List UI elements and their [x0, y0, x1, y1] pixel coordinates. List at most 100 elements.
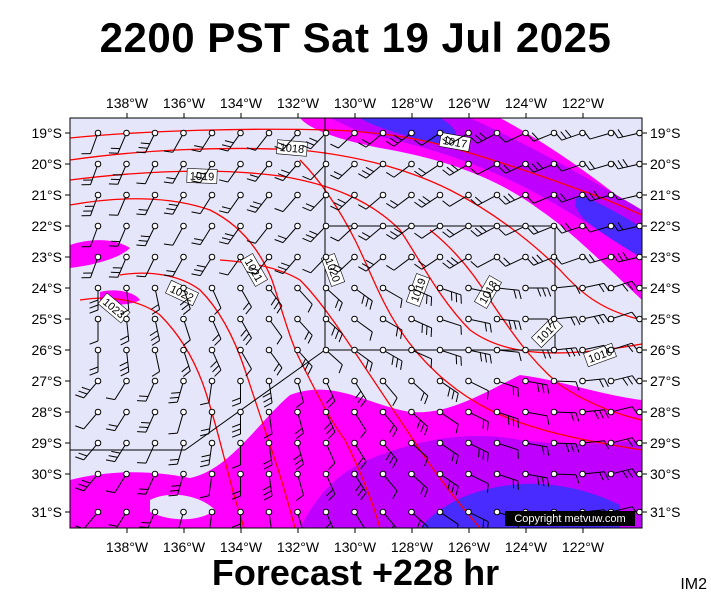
wind-barb [208, 508, 216, 528]
wind-barb [358, 191, 387, 210]
wind-barb [246, 160, 273, 182]
wind-barb [579, 408, 609, 420]
wind-barb [550, 439, 580, 453]
wind-barb [493, 315, 522, 331]
wind-barb [137, 470, 159, 495]
wind-barb [555, 253, 586, 265]
wind-barb [607, 406, 638, 416]
wind-barb [265, 284, 283, 314]
wind-barb [81, 253, 102, 279]
wind-barb [351, 346, 373, 372]
lon-label-bottom: 134°W [220, 539, 263, 555]
wind-barb [178, 508, 187, 528]
lat-label-left: 23°S [31, 249, 62, 265]
wind-barb [208, 346, 222, 377]
wind-barb [89, 346, 102, 376]
wind-barb [208, 315, 222, 346]
lon-label-bottom: 132°W [277, 539, 320, 555]
precip-gap-lavender [150, 494, 215, 520]
wind-barb [219, 191, 244, 214]
wind-barb [550, 346, 581, 358]
copyright-text: Copyright metvuw.com [514, 513, 625, 525]
wind-barb [75, 408, 102, 430]
lon-label-bottom: 136°W [163, 539, 206, 555]
wind-barb [150, 284, 161, 315]
lat-label-left: 29°S [31, 435, 62, 451]
wind-barb [108, 253, 130, 278]
wind-barb [322, 346, 343, 374]
lon-label-bottom: 124°W [505, 539, 548, 555]
wind-barb [498, 191, 529, 205]
wind-barb [75, 508, 102, 528]
wind-barb [386, 160, 415, 178]
wind-barb [607, 280, 638, 292]
wind-barb [294, 284, 313, 313]
wind-barb [442, 160, 472, 176]
wind-barb [137, 377, 159, 402]
wind-barb [231, 439, 244, 469]
wind-barb [522, 408, 550, 425]
wind-barb [136, 253, 159, 278]
wind-barb [108, 160, 130, 185]
wind-barb [274, 222, 301, 244]
lon-label-top: 124°W [505, 95, 548, 111]
wind-barb [493, 346, 522, 362]
wind-barb [294, 315, 313, 344]
wind-barb [75, 439, 102, 461]
wind-barb [636, 315, 642, 323]
wind-barb [358, 129, 387, 148]
lat-label-right: 25°S [650, 311, 681, 327]
wind-barb [408, 346, 433, 368]
lat-label-left: 27°S [31, 373, 62, 389]
wind-barb [200, 470, 216, 499]
wind-barb [75, 377, 102, 399]
axis-ticks: 138°W 138°W 136°W 136°W 134°W 134°W 132°W 132°W… [31, 95, 680, 555]
wind-barb [436, 408, 459, 434]
wind-barb [200, 377, 216, 406]
wind-barb [379, 470, 398, 499]
wind-barb [498, 222, 529, 236]
wind-barb [120, 284, 130, 315]
wind-barb [89, 284, 102, 314]
wind-barb [105, 470, 130, 494]
wind-barb [139, 508, 159, 528]
map-frame [69, 117, 643, 529]
wind-barb [294, 377, 305, 408]
wind-barb [386, 191, 415, 209]
wind-barb [612, 191, 642, 201]
wind-barb [322, 377, 336, 408]
wind-barb [294, 470, 305, 501]
wind-barb [302, 253, 330, 274]
wind-barb [579, 470, 609, 481]
wind-barb [200, 408, 216, 437]
wind-barb [274, 129, 301, 151]
lat-label-right: 27°S [650, 373, 681, 389]
wind-barb [442, 191, 472, 207]
lon-label-top: 138°W [106, 95, 149, 111]
wind-barb [322, 508, 334, 528]
wind-barb [493, 408, 519, 428]
wind-barb [408, 470, 429, 498]
wind-barb [119, 346, 130, 377]
wind-barb [265, 508, 273, 528]
wind-barb [179, 284, 191, 315]
lon-label-bottom: 128°W [391, 539, 434, 555]
lat-label-left: 26°S [31, 342, 62, 358]
wind-barb [237, 315, 252, 346]
lon-label-top: 132°W [277, 95, 320, 111]
lat-label-right: 29°S [650, 435, 681, 451]
wind-barb [470, 160, 501, 175]
lat-label-right: 22°S [650, 218, 681, 234]
wind-barb [136, 160, 159, 185]
wind-barb [105, 408, 130, 432]
wind-barb [555, 160, 586, 172]
wind-barb [163, 129, 187, 153]
lat-label-right: 31°S [650, 504, 681, 520]
lon-label-top: 136°W [163, 95, 206, 111]
wind-barb [498, 253, 529, 267]
wind-barb [436, 346, 462, 366]
wind-barb [522, 315, 552, 328]
wind-barb [231, 377, 244, 407]
wind-barb [465, 439, 489, 462]
